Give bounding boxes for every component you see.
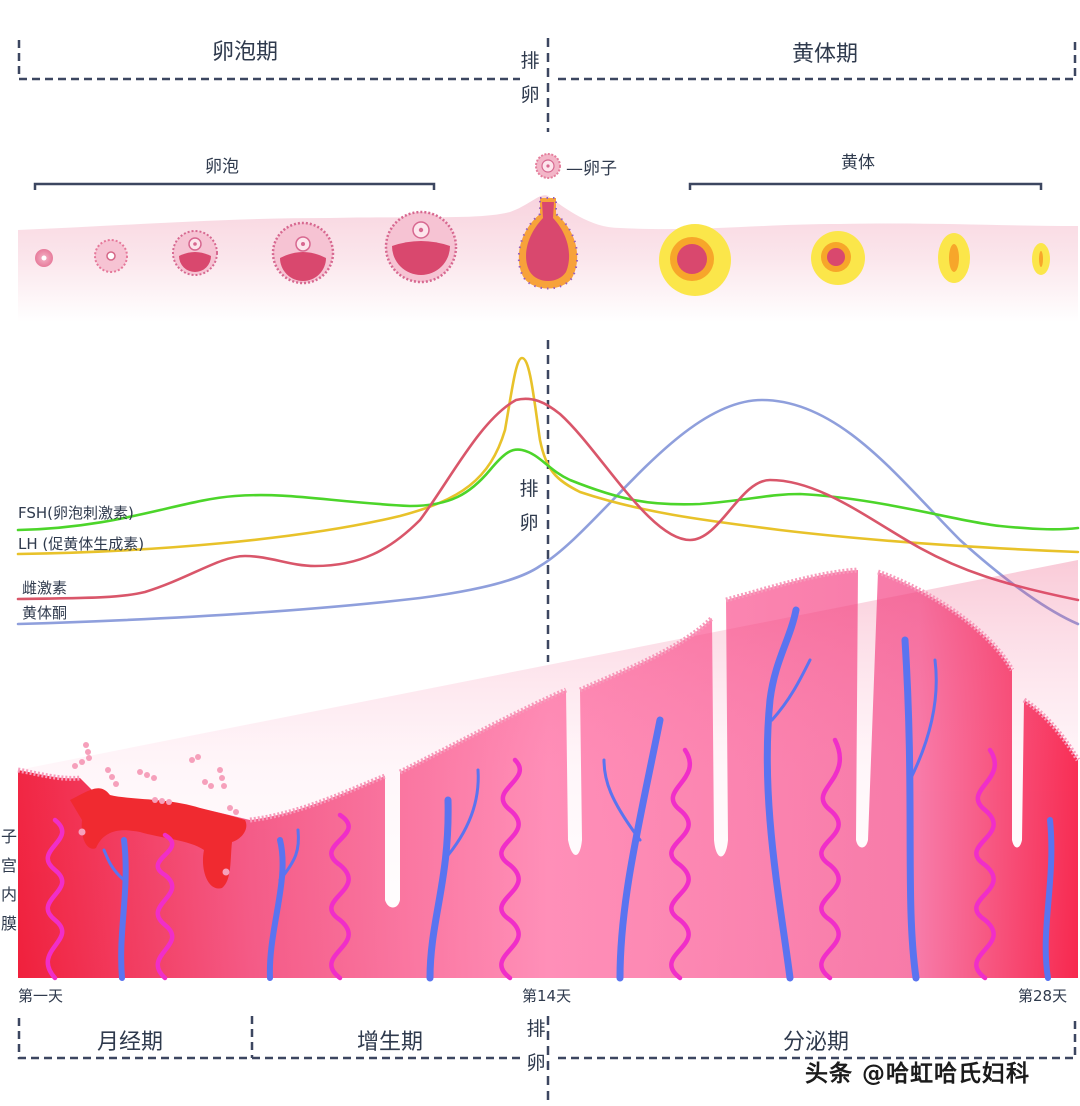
day-14-label: 第14天 bbox=[522, 987, 572, 1005]
watermark: 头条 @哈虹哈氏妇科 bbox=[805, 1061, 1031, 1087]
legend-fsh: FSH(卵泡刺激素) bbox=[18, 504, 134, 522]
shed-cells bbox=[72, 742, 239, 876]
corpus-luteum-stage-3 bbox=[938, 233, 970, 283]
hormone-chart bbox=[16, 356, 1080, 626]
top-phase-bracket bbox=[17, 40, 1077, 81]
menstrual-phase-label: 月经期 bbox=[96, 1030, 163, 1055]
luteal-phase-label: 黄体期 bbox=[791, 42, 858, 67]
endometrium-char: 内 bbox=[0, 885, 17, 904]
bottom-ovulation-label: 排 卵 bbox=[523, 1012, 549, 1080]
secretory-phase-label: 分泌期 bbox=[782, 1030, 849, 1055]
ovulating-follicle bbox=[517, 197, 579, 290]
follicle-stage-1 bbox=[35, 249, 53, 267]
ovulation-char-2: 卵 bbox=[526, 1052, 546, 1074]
follicle-stage-3 bbox=[172, 230, 218, 276]
legend-estrogen: 雌激素 bbox=[22, 579, 68, 597]
corpus-luteum-label: 黄体 bbox=[841, 153, 875, 173]
ovulation-char-1: 排 bbox=[520, 50, 540, 72]
egg-label: —卵子 bbox=[566, 159, 617, 179]
corpus-luteum-bracket bbox=[688, 182, 1043, 190]
bottom-phase-bracket bbox=[17, 1016, 1077, 1060]
ovulation-char-2: 卵 bbox=[519, 512, 539, 534]
corpus-luteum-stage-4 bbox=[1032, 243, 1050, 275]
proliferative-phase-label: 增生期 bbox=[356, 1030, 423, 1055]
follicular-phase-label: 卵泡期 bbox=[211, 40, 278, 65]
veins bbox=[102, 606, 1055, 982]
chart-ovulation-label: 排 卵 bbox=[516, 472, 542, 540]
corpus-luteum-stage-2 bbox=[811, 231, 865, 285]
day-1-label: 第一天 bbox=[18, 987, 64, 1005]
corpus-luteum-stage-1 bbox=[659, 224, 731, 296]
ovulation-char-1: 排 bbox=[519, 478, 539, 500]
follicle-label: 卵泡 bbox=[205, 157, 239, 177]
ovulation-char-2: 卵 bbox=[520, 84, 540, 106]
endometrium-char: 子 bbox=[0, 827, 17, 846]
legend-progesterone: 黄体酮 bbox=[22, 604, 68, 622]
egg-icon bbox=[535, 153, 561, 179]
top-ovulation-label: 排 卵 bbox=[517, 44, 543, 112]
ovulation-char-1: 排 bbox=[526, 1018, 546, 1040]
spiral-arteries bbox=[45, 737, 998, 981]
follicle-stage-2 bbox=[94, 239, 128, 273]
endometrium-char: 膜 bbox=[0, 914, 17, 933]
menstrual-blood bbox=[70, 788, 247, 889]
follicle-stage-4 bbox=[271, 221, 335, 285]
endometrium-tissue bbox=[17, 560, 1080, 982]
fsh-curve bbox=[16, 448, 1080, 532]
legend-lh: LH (促黄体生成素) bbox=[18, 535, 145, 553]
lh-curve bbox=[16, 356, 1080, 556]
endometrium-char: 宫 bbox=[0, 856, 17, 875]
follicle-stage-5 bbox=[384, 210, 458, 284]
follicle-bracket bbox=[33, 182, 436, 190]
day-28-label: 第28天 bbox=[1018, 987, 1068, 1005]
estrogen-curve bbox=[16, 397, 1080, 602]
endometrium-label: 子 宫 内 膜 bbox=[0, 822, 22, 938]
